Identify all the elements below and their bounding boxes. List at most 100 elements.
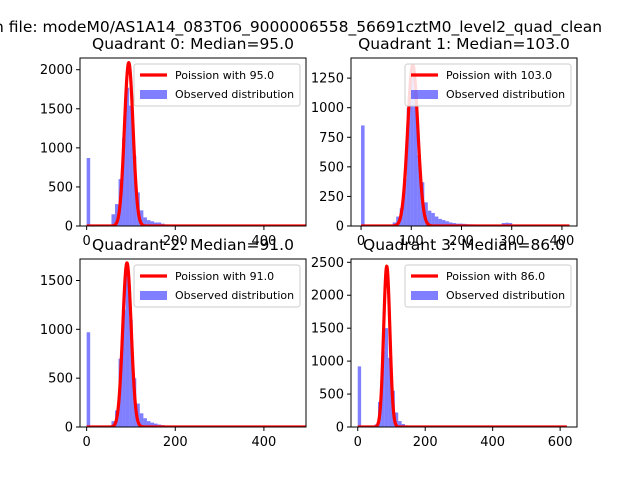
legend-observed-swatch [140, 90, 167, 99]
histogram-bar [424, 202, 428, 226]
histogram-bar [448, 222, 453, 226]
histogram-bar [122, 309, 126, 427]
legend-poisson-label: Poission with 91.0 [175, 270, 274, 283]
histogram-bar [505, 222, 509, 226]
histogram-bar [384, 328, 389, 427]
x-tick-label: 0 [83, 234, 91, 249]
subplot-title: Quadrant 3: Median=86.0 [363, 236, 565, 254]
subplot-title: Quadrant 2: Median=91.0 [92, 236, 294, 254]
y-tick-label: 1500 [40, 102, 73, 117]
y-tick-label: 2500 [311, 256, 344, 271]
legend-observed-swatch [411, 291, 438, 300]
legend-box [133, 264, 301, 308]
histogram-bar [146, 220, 151, 226]
axes-frame [350, 57, 578, 227]
y-tick-label: 500 [48, 180, 73, 195]
histogram-bar [431, 212, 435, 226]
poisson-curve [356, 264, 569, 427]
y-tick-label: 1000 [40, 141, 73, 156]
histogram-bar [361, 125, 365, 226]
x-tick-label: 400 [550, 234, 575, 249]
y-tick-label: 1000 [311, 355, 344, 370]
x-tick-label: 300 [499, 234, 524, 249]
subplot-title: Quadrant 0: Median=95.0 [92, 35, 294, 53]
axes-frame [79, 57, 307, 227]
legend-observed-label: Observed distribution [446, 88, 565, 101]
histogram-bar [154, 222, 158, 226]
y-tick-label: 0 [65, 421, 73, 436]
legend-poisson-label: Poission with 103.0 [446, 69, 552, 82]
y-tick-label: 750 [319, 131, 344, 146]
poisson-curve [85, 61, 306, 226]
legend: Poission with 91.0 Observed distribution [133, 264, 301, 308]
x-tick-label: 200 [163, 234, 188, 249]
histogram-bar [403, 178, 407, 226]
histogram-bar [406, 107, 411, 226]
histogram-bar [438, 218, 442, 226]
histogram-bar [146, 421, 151, 427]
axes-frame [79, 258, 307, 428]
y-tick-label: 0 [336, 220, 344, 235]
figure-suptitle: n file: modeM0/AS1A14_083T06_9000006558_… [0, 18, 602, 37]
x-tick-label: 400 [251, 234, 276, 249]
histogram-bar [139, 413, 144, 427]
y-tick-label: 2000 [311, 289, 344, 304]
histogram-bar [441, 220, 446, 226]
legend: Poission with 86.0 Observed distribution [404, 264, 572, 308]
histogram-bar [143, 418, 147, 427]
histogram-bar [445, 221, 449, 226]
legend-observed-label: Observed distribution [175, 88, 294, 101]
observed-histogram [86, 87, 268, 226]
histogram-bar [357, 366, 362, 427]
y-tick-label: 500 [319, 388, 344, 403]
legend: Poission with 103.0 Observed distribution [404, 63, 572, 107]
y-tick-label: 2000 [40, 63, 73, 78]
histogram-bar [388, 357, 392, 427]
histogram-bar [157, 222, 162, 226]
histogram-bar [413, 91, 418, 226]
x-tick-label: 100 [399, 234, 424, 249]
poisson-curve [85, 261, 306, 427]
x-tick-label: 400 [251, 435, 276, 450]
histogram-bar [434, 216, 439, 226]
y-tick-label: 500 [48, 372, 73, 387]
y-tick-label: 1250 [311, 72, 344, 87]
x-tick-label: 0 [354, 435, 362, 450]
axes-frame [350, 258, 578, 428]
histogram-bar [125, 87, 130, 226]
x-tick-label: 0 [357, 234, 365, 249]
y-tick-label: 1500 [40, 274, 73, 289]
x-tick-label: 200 [449, 234, 474, 249]
y-tick-label: 500 [319, 160, 344, 175]
histogram-bar [115, 204, 119, 226]
histogram-bar [381, 351, 385, 427]
legend-poisson-label: Poission with 95.0 [175, 69, 274, 82]
legend-observed-swatch [140, 291, 167, 300]
histogram-bar [132, 155, 137, 226]
subplot-quadrant-1: 0 100 200 300 400 0 250 500 750 1000 1250 Quadrant … [311, 35, 578, 249]
histogram-bar [86, 158, 91, 226]
y-tick-label: 1000 [40, 323, 73, 338]
histogram-bar [417, 155, 421, 226]
legend-observed-label: Observed distribution [175, 289, 294, 302]
histogram-bar [150, 422, 155, 427]
legend-box [404, 63, 572, 107]
subplot-quadrant-2: 0 200 400 0 500 1000 1500 Quadrant 2: Median=91… [40, 236, 307, 450]
y-tick-label: 0 [336, 421, 344, 436]
histogram-bar [86, 332, 91, 427]
y-tick-label: 1500 [311, 322, 344, 337]
histogram-bar [122, 137, 126, 226]
histogram-bar [143, 217, 147, 226]
subplot-quadrant-0: 0 200 400 0 500 1000 1500 2000 Quadrant 0: Media… [40, 35, 307, 249]
legend-box [133, 63, 301, 107]
histogram-bar [129, 105, 133, 226]
x-tick-label: 600 [548, 435, 573, 450]
legend-poisson-label: Poission with 86.0 [446, 270, 545, 283]
observed-histogram [357, 328, 463, 427]
histogram-bar [154, 423, 158, 427]
y-tick-label: 250 [319, 190, 344, 205]
poisson-curve [359, 63, 571, 226]
